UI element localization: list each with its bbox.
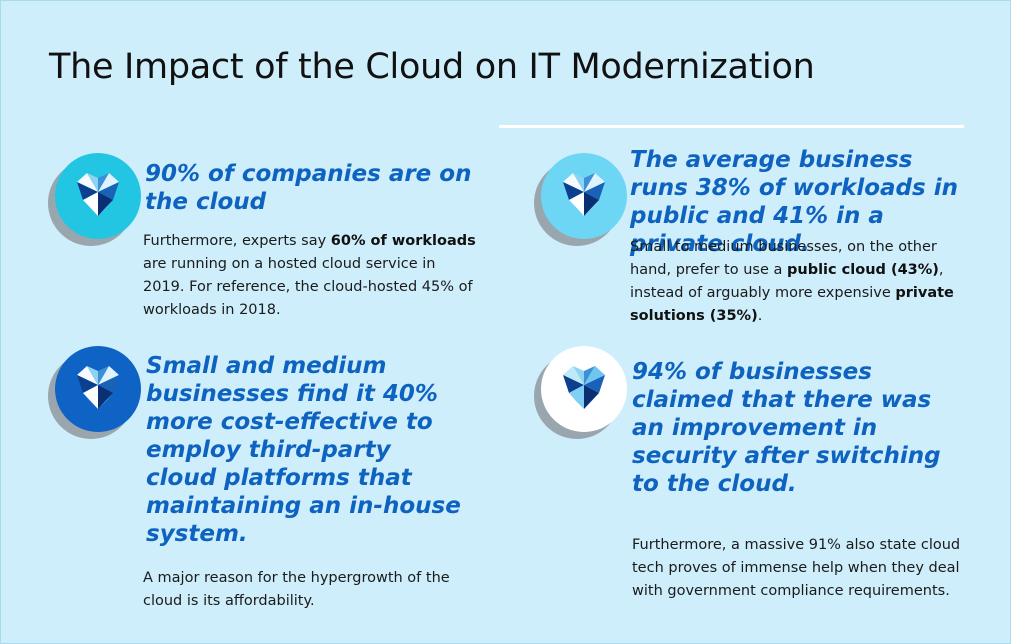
heart-gem-icon — [55, 153, 141, 239]
stat-description: A major reason for the hypergrowth of th… — [143, 570, 450, 609]
stat-description: Furthermore, a massive 91% also state cl… — [632, 537, 961, 599]
heart-gem-icon — [55, 346, 141, 432]
stat-headline: 90% of companies are on the cloud — [145, 161, 472, 215]
stat-description: Small to medium businesses, on the other… — [630, 239, 954, 324]
heart-gem-icon — [541, 346, 627, 432]
stat-headline: Small and medium businesses find it 40% … — [146, 353, 461, 547]
stat-headline: 94% of businesses claimed that there was… — [632, 359, 941, 497]
page-title: The Impact of the Cloud on IT Modernizat… — [49, 47, 815, 87]
divider — [499, 125, 964, 128]
stat-headline: The average business runs 38% of workloa… — [630, 147, 958, 257]
stat-description: Furthermore, experts say 60% of workload… — [143, 233, 476, 318]
heart-gem-icon — [541, 153, 627, 239]
